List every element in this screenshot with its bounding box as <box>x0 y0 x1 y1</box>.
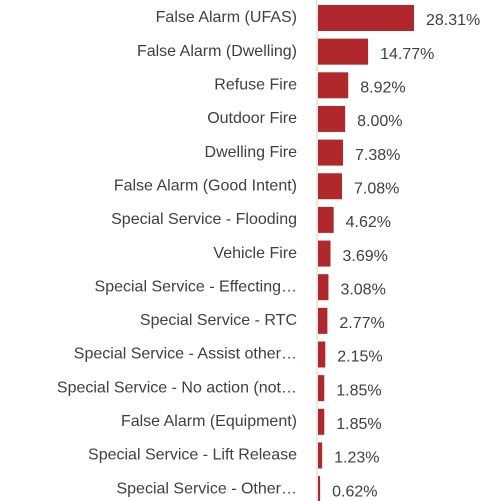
bar <box>318 274 329 301</box>
bar <box>318 105 346 132</box>
category-label: Special Service - Flooding <box>111 211 297 228</box>
bar <box>318 5 414 31</box>
value-label: 7.38% <box>355 147 400 164</box>
category-label: False Alarm (Dwelling) <box>137 43 297 60</box>
category-label: Special Service - Lift Release <box>88 447 297 464</box>
bar <box>318 375 325 402</box>
category-label: False Alarm (Good Intent) <box>114 177 297 194</box>
bar <box>318 38 369 65</box>
value-label: 28.31% <box>426 12 480 29</box>
category-label: Outdoor Fire <box>207 110 297 127</box>
category-label: Special Service - Assist other… <box>74 346 297 363</box>
bar <box>318 476 321 501</box>
bar <box>318 173 343 200</box>
category-label: Special Service - RTC <box>140 312 297 329</box>
value-label: 14.77% <box>380 46 434 63</box>
value-label: 3.69% <box>343 248 388 265</box>
bar <box>318 408 325 435</box>
bar <box>318 341 326 368</box>
bar <box>318 442 323 469</box>
value-label: 8.00% <box>357 113 402 130</box>
value-label: 0.62% <box>332 483 377 500</box>
value-label: 4.62% <box>346 214 391 231</box>
category-label: Special Service - Other… <box>116 480 297 497</box>
category-label: Special Service - Effecting… <box>95 278 297 295</box>
value-label: 1.85% <box>336 416 381 433</box>
bar <box>318 206 334 233</box>
category-label: Refuse Fire <box>214 77 297 94</box>
category-label: Special Service - No action (not… <box>57 379 297 396</box>
bar <box>318 240 331 267</box>
value-label: 7.08% <box>354 180 399 197</box>
bar <box>318 307 328 334</box>
value-label: 2.77% <box>339 315 384 332</box>
value-label: 3.08% <box>340 281 385 298</box>
value-label: 8.92% <box>360 80 405 97</box>
bar <box>318 72 349 99</box>
value-label: 1.85% <box>336 382 381 399</box>
category-label: Vehicle Fire <box>213 245 297 262</box>
value-label: 2.15% <box>337 349 382 366</box>
category-label: False Alarm (UFAS) <box>156 9 297 26</box>
category-label: False Alarm (Equipment) <box>121 413 297 430</box>
bar <box>318 139 344 166</box>
value-label: 1.23% <box>334 450 379 467</box>
category-label: Dwelling Fire <box>205 144 298 161</box>
